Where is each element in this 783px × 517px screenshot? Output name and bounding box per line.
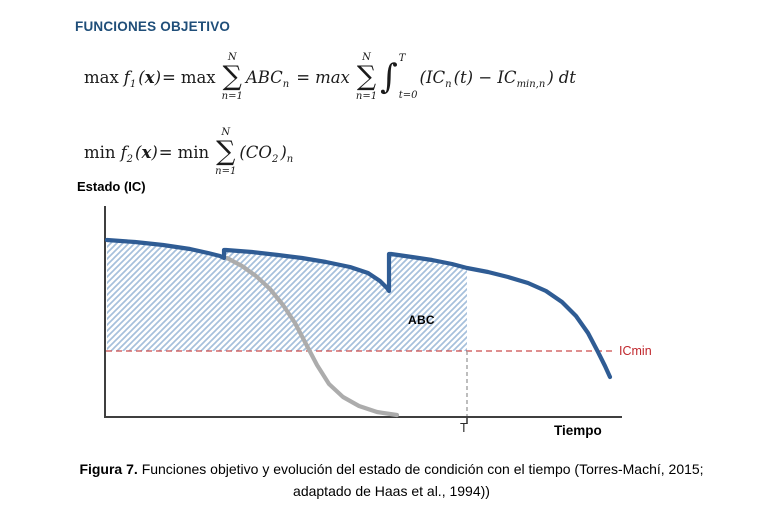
do-nothing-curve	[224, 255, 400, 418]
max-operator: max	[180, 67, 216, 87]
equals-sign: =	[158, 142, 173, 162]
equals-sign: =	[296, 67, 311, 87]
objective-function-1: max f1 (x) = max N ∑ n=1 ABCn = max N ∑ n…	[84, 44, 581, 110]
figure-caption: Figura 7. Funciones objetivo y evolución…	[0, 458, 783, 502]
condition-curve	[104, 237, 613, 380]
abc-area	[107, 240, 467, 351]
x-axis-label: Tiempo	[554, 423, 602, 438]
objective-function-2: min f2 (x) = min N ∑ n=1 (CO2)n	[84, 119, 300, 185]
max-operator: max	[84, 67, 119, 87]
summation-symbol: N ∑ n=1	[215, 127, 237, 177]
equals-sign: =	[162, 67, 176, 87]
figure-caption-text: Funciones objetivo y evolución del estad…	[141, 461, 704, 499]
dt-term: dt	[558, 67, 576, 87]
t-tick-label: T	[460, 421, 468, 435]
abc-area-label: ABC	[408, 313, 435, 327]
function-symbol: f1 (x)	[123, 67, 161, 90]
co2-term: (CO2)n	[239, 142, 294, 165]
integrand: (ICn (t) − ICmin,n)	[419, 67, 554, 90]
abc-term: ABCn	[245, 67, 290, 90]
max-operator-italic: max	[315, 67, 350, 87]
min-operator: min	[84, 142, 116, 162]
min-operator: min	[177, 142, 210, 162]
section-title: FUNCIONES OBJETIVO	[75, 19, 231, 34]
summation-symbol: N ∑ n=1	[221, 52, 243, 102]
y-axis-label: Estado (IC)	[77, 179, 146, 194]
summation-symbol: N ∑ n=1	[355, 52, 378, 102]
icmin-threshold-label: ICmin	[619, 344, 652, 358]
figure-caption-number: Figura 7.	[79, 461, 138, 477]
function-symbol: f2 (x)	[120, 142, 158, 165]
